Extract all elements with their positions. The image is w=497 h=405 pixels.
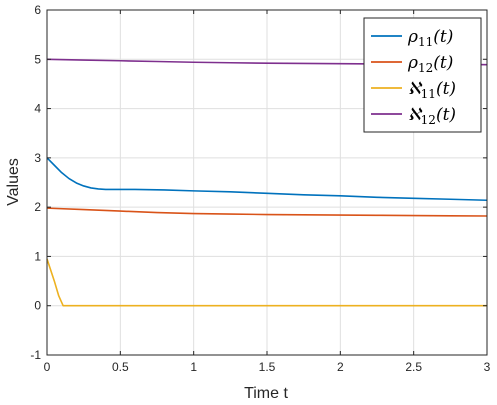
- x-tick-label: 1: [190, 360, 197, 374]
- x-tick-label: 0.5: [112, 360, 129, 374]
- legend-label-4: ℵ12(t): [408, 105, 456, 127]
- axes: [46, 9, 488, 356]
- x-tick-label: 2.5: [405, 360, 422, 374]
- series-line-3: [46, 258, 487, 307]
- y-tick-label: 2: [34, 200, 41, 214]
- y-tick-label: 0: [34, 299, 41, 313]
- x-tick-label: 2: [337, 360, 344, 374]
- legend-label-1: ρ11(t): [407, 27, 453, 49]
- y-tick-label: 5: [34, 52, 41, 66]
- legend-label-2: ρ12(t): [407, 53, 453, 75]
- x-tick-label: 1.5: [259, 360, 276, 374]
- series-line-2: [46, 207, 488, 217]
- x-tick-label: 0: [44, 360, 51, 374]
- legend: ρ11(t) ρ12(t) ℵ11(t) ℵ12(t): [363, 17, 482, 133]
- legend-label-3: ℵ11(t): [408, 79, 456, 101]
- legend-box: [363, 17, 482, 133]
- y-tick-label: 4: [34, 102, 41, 116]
- y-tick-label: -1: [30, 348, 41, 362]
- y-axis-title: Values: [5, 158, 22, 206]
- y-tick-label: 3: [34, 151, 41, 165]
- series-line-1: [46, 157, 488, 202]
- y-tick-label: 1: [34, 249, 41, 263]
- x-tick-label: 3: [484, 360, 491, 374]
- x-axis-title: Time t: [244, 385, 288, 402]
- y-tick-label: 6: [34, 3, 41, 17]
